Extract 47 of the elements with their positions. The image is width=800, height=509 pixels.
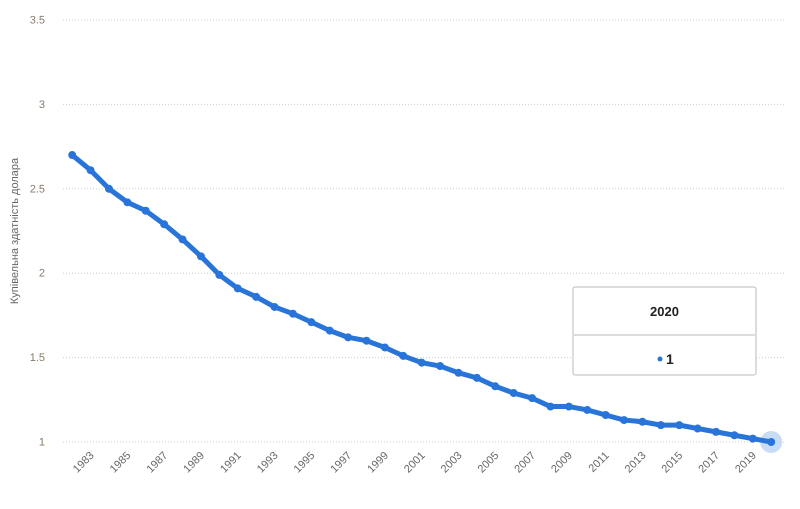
y-axis-title: Купівельна здатність долара — [9, 157, 21, 304]
point — [472, 374, 481, 382]
annotation: 1 — [666, 351, 674, 367]
point — [694, 424, 702, 432]
point — [712, 428, 720, 436]
point — [123, 198, 132, 206]
point — [638, 418, 646, 426]
point — [307, 318, 316, 326]
point — [491, 382, 500, 390]
point — [656, 421, 665, 430]
point — [68, 151, 76, 160]
point — [142, 206, 150, 215]
point — [620, 416, 628, 424]
y-tick-label: 1.5 — [30, 352, 45, 364]
point — [528, 394, 536, 402]
y-tick-label: 2 — [38, 268, 45, 280]
point — [418, 358, 426, 367]
y-tick-label: 3.5 — [30, 14, 45, 27]
point — [362, 336, 371, 345]
y-tick-label: 1 — [38, 436, 45, 449]
point — [510, 389, 518, 398]
point — [730, 431, 738, 440]
point — [583, 406, 592, 414]
point — [105, 184, 113, 193]
point — [748, 434, 757, 443]
point — [344, 333, 352, 342]
point — [564, 402, 573, 411]
point — [380, 343, 389, 352]
point — [86, 166, 95, 174]
point — [252, 292, 260, 301]
y-tick-label: 3 — [38, 98, 45, 111]
point — [454, 368, 462, 377]
point — [546, 402, 554, 411]
point — [196, 252, 205, 260]
point — [675, 421, 684, 430]
point — [399, 352, 408, 360]
point — [234, 284, 242, 292]
point — [215, 270, 224, 279]
point — [160, 220, 168, 228]
point — [602, 411, 610, 419]
point — [288, 310, 297, 318]
annotation: 2020 — [650, 304, 679, 319]
point — [178, 235, 187, 244]
point — [270, 302, 279, 311]
point — [436, 362, 444, 370]
point — [326, 326, 334, 335]
y-tick-label: 2.5 — [30, 183, 45, 196]
